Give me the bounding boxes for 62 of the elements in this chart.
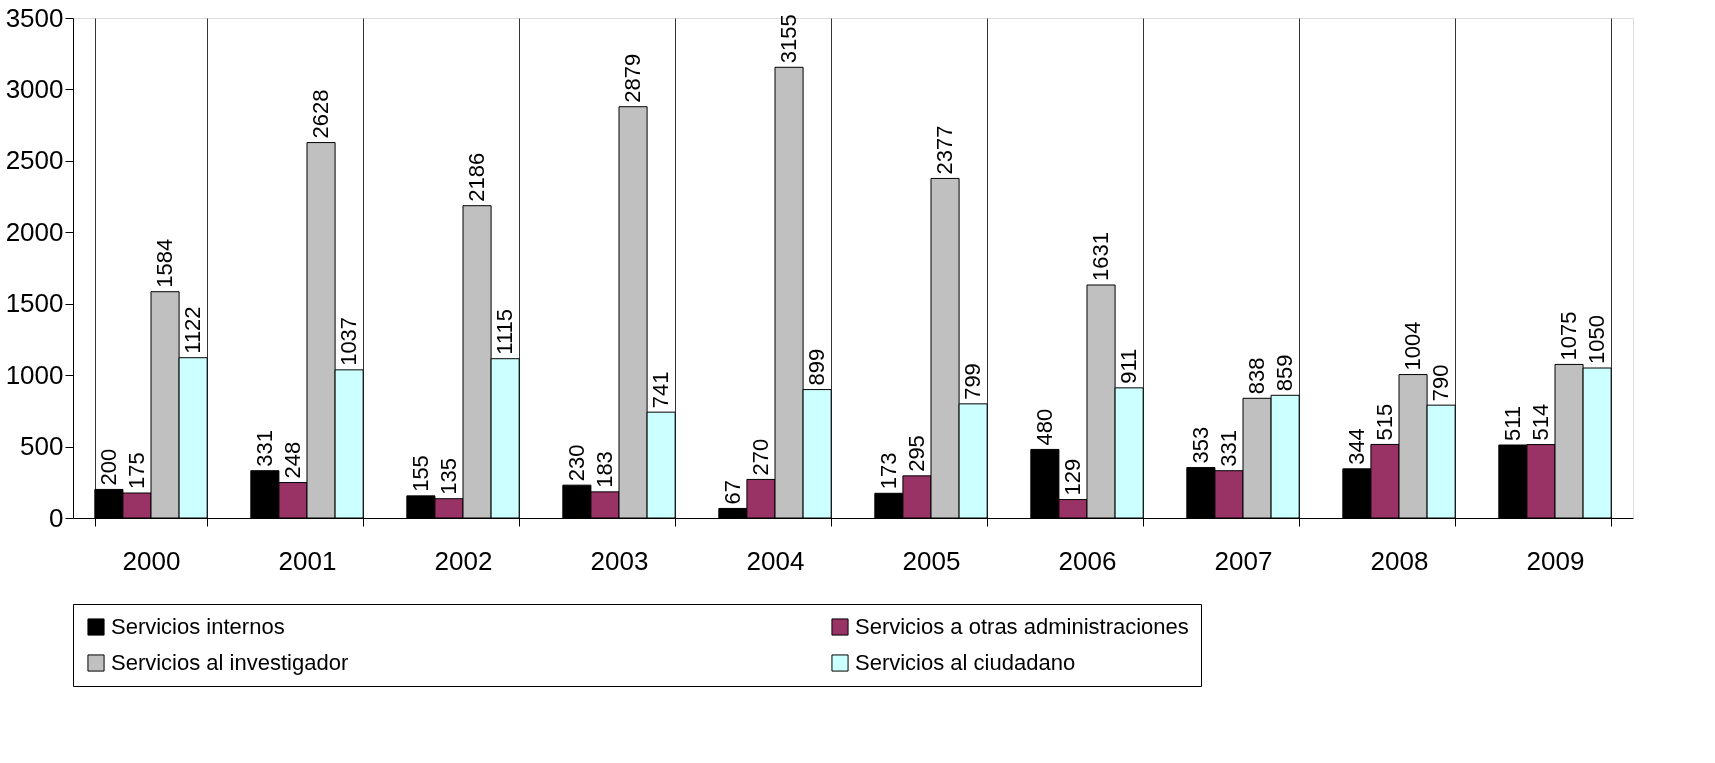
data-label: 331 (251, 430, 277, 467)
data-label: 2628 (308, 89, 334, 139)
data-label: 799 (960, 363, 986, 400)
data-label: 480 (1031, 408, 1057, 446)
data-label: 2186 (464, 152, 490, 202)
data-label: 1050 (1584, 315, 1610, 364)
data-label: 2377 (932, 125, 958, 175)
x-tick-label: 2007 (1214, 545, 1273, 576)
data-label: 135 (435, 458, 461, 495)
x-tick-label: 2009 (1526, 545, 1585, 576)
legend-label: Servicios a otras administraciones (855, 614, 1189, 639)
data-label: 155 (407, 455, 433, 492)
data-label: 2879 (620, 53, 646, 103)
data-label: 515 (1371, 403, 1397, 441)
x-tick-label: 2002 (434, 545, 493, 576)
data-label: 838 (1244, 357, 1270, 395)
data-label: 3155 (776, 14, 802, 64)
x-tick-label: 2005 (902, 545, 961, 576)
legend-label: Servicios internos (111, 614, 285, 639)
data-label: 353 (1187, 426, 1213, 464)
x-tick-label: 2000 (122, 545, 181, 576)
data-label: 183 (591, 451, 617, 488)
x-tick-label: 2004 (746, 545, 805, 576)
x-tick-label: 2006 (1058, 545, 1117, 576)
data-label: 899 (804, 348, 830, 386)
data-label: 248 (279, 441, 305, 479)
data-label: 859 (1272, 354, 1298, 392)
data-label: 514 (1527, 403, 1553, 441)
data-label: 1075 (1556, 311, 1582, 361)
data-label: 175 (123, 452, 149, 489)
legend-label: Servicios al investigador (111, 650, 349, 675)
data-label: 331 (1215, 430, 1241, 467)
data-label: 511 (1499, 405, 1525, 441)
data-label: 344 (1343, 428, 1369, 465)
data-label: 1004 (1400, 321, 1426, 371)
legend-label: Servicios al ciudadano (855, 650, 1076, 675)
y-tick-label: 500 (20, 431, 64, 462)
data-label: 173 (875, 452, 901, 490)
data-label: 129 (1059, 458, 1085, 496)
data-label: 200 (95, 448, 121, 486)
x-tick-label: 2003 (590, 545, 649, 576)
y-tick-label: 1500 (5, 288, 64, 319)
y-tick-label: 3500 (5, 2, 64, 33)
data-label: 1631 (1088, 232, 1114, 281)
data-label: 230 (563, 444, 589, 482)
data-label: 67 (719, 479, 745, 505)
data-label: 1115 (492, 309, 518, 355)
y-tick-label: 0 (49, 502, 64, 533)
y-tick-label: 3000 (5, 73, 64, 104)
data-label: 1584 (152, 238, 178, 288)
data-label: 270 (747, 438, 773, 476)
data-label: 790 (1428, 364, 1454, 402)
data-label: 1122 (180, 306, 206, 354)
y-tick-label: 1000 (5, 359, 64, 390)
data-label: 911 (1116, 348, 1142, 384)
data-label: 1037 (336, 316, 362, 366)
data-label: 741 (648, 371, 674, 409)
y-tick-label: 2000 (5, 216, 64, 247)
x-tick-label: 2008 (1370, 545, 1429, 576)
y-tick-label: 2500 (5, 145, 64, 176)
data-label: 295 (903, 435, 929, 472)
x-tick-label: 2001 (278, 545, 337, 576)
